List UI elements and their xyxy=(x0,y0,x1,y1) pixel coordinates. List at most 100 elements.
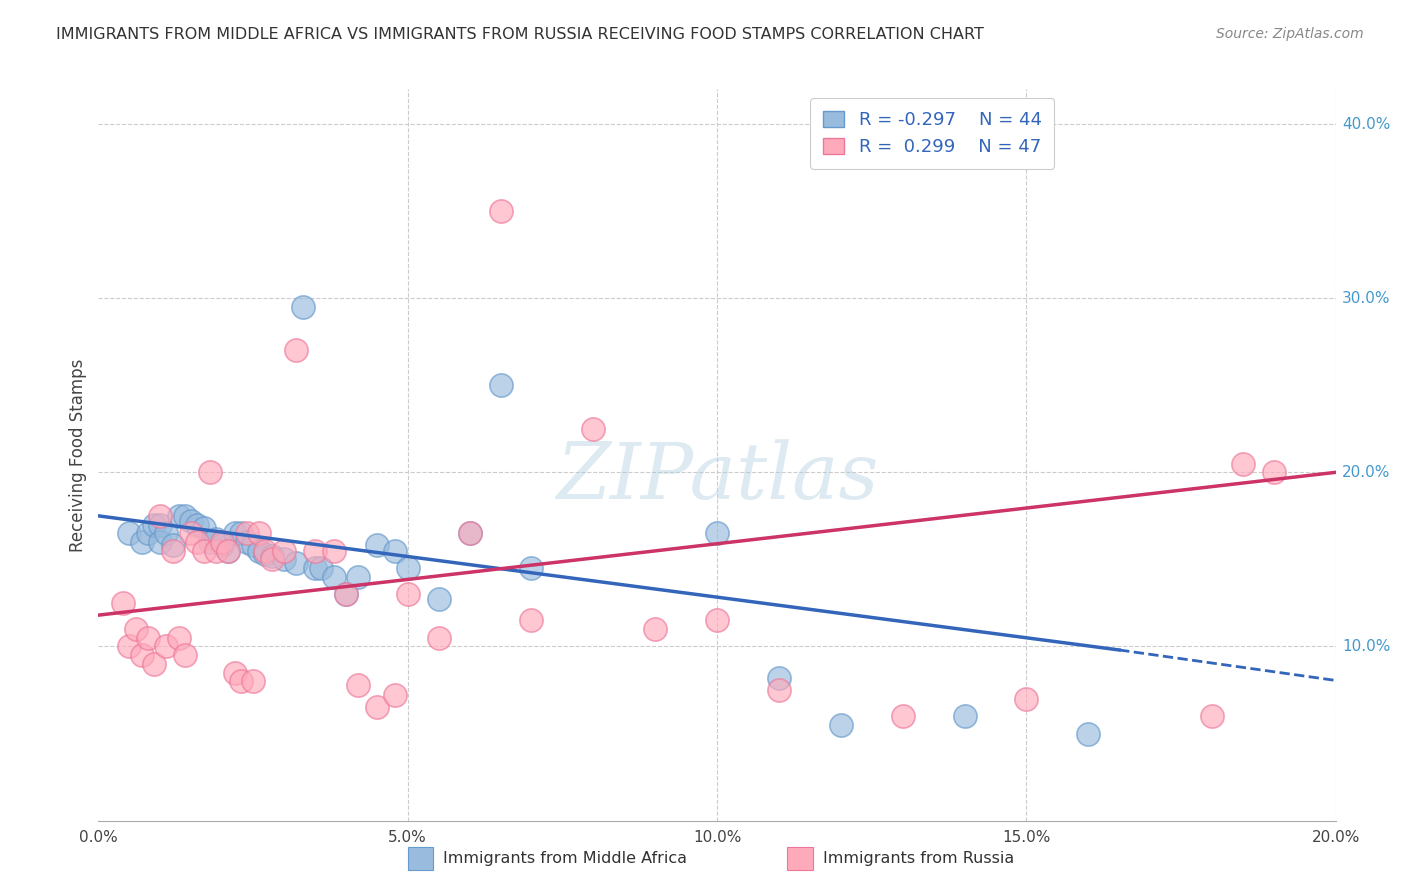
Point xyxy=(118,526,141,541)
Point xyxy=(953,709,976,723)
Point xyxy=(247,526,270,541)
Point xyxy=(706,613,728,627)
Point xyxy=(644,622,666,636)
Point xyxy=(1015,691,1038,706)
Point xyxy=(217,543,239,558)
Point xyxy=(186,535,208,549)
Point xyxy=(384,543,406,558)
Point xyxy=(768,683,790,698)
Point xyxy=(273,552,295,566)
Point xyxy=(242,539,264,553)
Point xyxy=(167,631,190,645)
Point xyxy=(891,709,914,723)
Point xyxy=(124,622,146,636)
Point xyxy=(143,517,166,532)
Point xyxy=(458,526,481,541)
Point xyxy=(143,657,166,671)
Point xyxy=(347,678,370,692)
Point xyxy=(260,549,283,563)
Point xyxy=(224,665,246,680)
Point xyxy=(247,543,270,558)
Point xyxy=(149,508,172,523)
Point xyxy=(427,631,450,645)
Point xyxy=(489,204,512,219)
Point xyxy=(273,543,295,558)
Point xyxy=(427,592,450,607)
Point xyxy=(180,526,202,541)
Point xyxy=(304,561,326,575)
Point xyxy=(131,648,153,663)
Point xyxy=(174,508,197,523)
Point xyxy=(236,526,259,541)
Point xyxy=(193,521,215,535)
Point xyxy=(149,517,172,532)
Point xyxy=(1201,709,1223,723)
Point xyxy=(211,539,233,553)
Point xyxy=(582,422,605,436)
Point xyxy=(211,535,233,549)
Point xyxy=(242,674,264,689)
Point xyxy=(186,517,208,532)
Point xyxy=(285,343,308,358)
Text: IMMIGRANTS FROM MIDDLE AFRICA VS IMMIGRANTS FROM RUSSIA RECEIVING FOOD STAMPS CO: IMMIGRANTS FROM MIDDLE AFRICA VS IMMIGRA… xyxy=(56,27,984,42)
Point xyxy=(260,552,283,566)
Point xyxy=(520,613,543,627)
Point xyxy=(366,539,388,553)
Point xyxy=(366,700,388,714)
Point xyxy=(285,556,308,570)
Point xyxy=(830,718,852,732)
Point xyxy=(309,561,332,575)
Point xyxy=(396,561,419,575)
Point xyxy=(489,378,512,392)
Point xyxy=(291,300,314,314)
Text: 40.0%: 40.0% xyxy=(1341,117,1391,131)
Point xyxy=(217,543,239,558)
Point xyxy=(322,570,344,584)
Point xyxy=(174,648,197,663)
Point xyxy=(205,532,228,546)
Point xyxy=(224,526,246,541)
Point xyxy=(229,674,252,689)
Point xyxy=(236,535,259,549)
Point xyxy=(458,526,481,541)
Text: Source: ZipAtlas.com: Source: ZipAtlas.com xyxy=(1216,27,1364,41)
Point xyxy=(335,587,357,601)
Point xyxy=(193,543,215,558)
Text: Immigrants from Middle Africa: Immigrants from Middle Africa xyxy=(443,851,688,866)
Point xyxy=(706,526,728,541)
Text: 10.0%: 10.0% xyxy=(1341,639,1391,654)
Point xyxy=(180,514,202,528)
Point xyxy=(1263,466,1285,480)
Point xyxy=(136,526,159,541)
Point xyxy=(335,587,357,601)
Point xyxy=(155,526,177,541)
Text: 20.0%: 20.0% xyxy=(1341,465,1391,480)
Point xyxy=(396,587,419,601)
Point xyxy=(304,543,326,558)
Point xyxy=(520,561,543,575)
Point xyxy=(112,596,135,610)
Point xyxy=(136,631,159,645)
Point xyxy=(167,508,190,523)
Point xyxy=(205,543,228,558)
Text: ZIPatlas: ZIPatlas xyxy=(555,439,879,515)
Point xyxy=(162,543,184,558)
Point xyxy=(118,640,141,654)
Point xyxy=(131,535,153,549)
Text: 30.0%: 30.0% xyxy=(1341,291,1391,306)
Text: Immigrants from Russia: Immigrants from Russia xyxy=(823,851,1014,866)
Point xyxy=(149,535,172,549)
Point xyxy=(1077,726,1099,740)
Y-axis label: Receiving Food Stamps: Receiving Food Stamps xyxy=(69,359,87,551)
Point xyxy=(198,535,221,549)
Point xyxy=(229,526,252,541)
Point xyxy=(768,671,790,685)
Point xyxy=(254,543,277,558)
Point xyxy=(254,547,277,561)
Point xyxy=(1232,457,1254,471)
Point xyxy=(384,688,406,702)
Point xyxy=(155,640,177,654)
Point xyxy=(347,570,370,584)
Legend: R = -0.297    N = 44, R =  0.299    N = 47: R = -0.297 N = 44, R = 0.299 N = 47 xyxy=(810,98,1054,169)
Point xyxy=(198,466,221,480)
